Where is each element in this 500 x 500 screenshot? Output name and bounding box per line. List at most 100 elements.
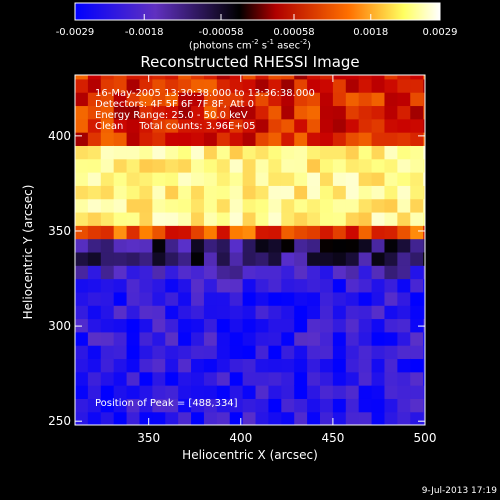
heatmap-cell — [191, 185, 205, 200]
heatmap-cell — [320, 291, 334, 306]
heatmap-cell — [307, 251, 321, 266]
heatmap-cell — [87, 132, 102, 146]
heatmap-cell — [268, 78, 282, 93]
heatmap-cell — [255, 105, 270, 120]
heatmap-cell — [139, 411, 153, 425]
heatmap-cell — [242, 411, 257, 425]
heatmap-cell — [268, 145, 282, 160]
heatmap-cell — [75, 345, 89, 360]
heatmap-cell — [345, 251, 360, 266]
heatmap-cell — [423, 251, 425, 266]
y-tick-label: 400 — [48, 129, 71, 143]
heatmap-cell — [126, 371, 141, 386]
heatmap-cell — [255, 385, 270, 399]
heatmap-cell — [139, 291, 153, 306]
heatmap-cell — [255, 411, 270, 425]
heatmap-cell — [410, 265, 424, 280]
heatmap-cell — [152, 305, 166, 320]
heatmap-cell — [397, 291, 411, 306]
heatmap-cell — [307, 78, 321, 93]
heatmap-cell — [75, 291, 89, 306]
heatmap-cell — [423, 331, 425, 346]
heatmap-cell — [152, 132, 166, 146]
heatmap-cell — [384, 358, 398, 373]
heatmap-cell — [152, 92, 166, 107]
heatmap-cell — [126, 118, 141, 133]
heatmap-cell — [203, 345, 218, 360]
heatmap-cell — [294, 398, 308, 413]
energy-annotation: Energy Range: 25.0 - 50.0 keV — [95, 110, 248, 121]
heatmap-cell — [281, 331, 295, 346]
heatmap-cell — [423, 78, 425, 93]
heatmap-cell — [268, 291, 282, 306]
heatmap-cell — [87, 211, 102, 226]
heatmap-cell — [75, 238, 89, 253]
heatmap-cell — [371, 75, 386, 80]
heatmap-cell — [320, 185, 334, 200]
heatmap-cell — [178, 172, 192, 186]
heatmap-cell — [397, 198, 411, 213]
heatmap-cell — [178, 411, 192, 425]
heatmap-cell — [113, 278, 128, 293]
heatmap-cell — [100, 265, 115, 280]
heatmap-cell — [242, 132, 257, 146]
heatmap-cell — [75, 385, 89, 399]
heatmap-cell — [410, 358, 424, 373]
heatmap-cell — [229, 411, 244, 425]
heatmap-cell — [87, 225, 102, 240]
heatmap-cell — [332, 145, 347, 160]
heatmap-cell — [203, 78, 218, 93]
heatmap-cell — [113, 105, 128, 120]
heatmap-cell — [281, 305, 295, 320]
heatmap-cell — [294, 225, 308, 240]
heatmap-cell — [242, 398, 257, 413]
heatmap-cell — [139, 305, 153, 320]
axis-ticks: 350 400 450 500 250 300 350 400 — [48, 75, 436, 445]
heatmap-cell — [281, 371, 295, 386]
heatmap-cell — [229, 225, 244, 240]
heatmap-cell — [139, 145, 153, 160]
heatmap-cell — [371, 211, 386, 226]
heatmap-cell — [281, 251, 295, 266]
heatmap-cell — [320, 105, 334, 120]
heatmap-cell — [294, 358, 308, 373]
heatmap-cell — [320, 172, 334, 186]
heatmap-cell — [268, 75, 282, 80]
heatmap-cell — [87, 118, 102, 133]
heatmap-cell — [423, 358, 425, 373]
heatmap-cell — [332, 385, 347, 399]
heatmap-cell — [384, 318, 398, 333]
heatmap-cell — [113, 225, 128, 240]
heatmap-cell — [152, 78, 166, 93]
heatmap-cell — [165, 318, 179, 333]
heatmap-cell — [139, 358, 153, 373]
heatmap-cell — [165, 238, 179, 253]
heatmap-cell — [307, 305, 321, 320]
y-tick-label: 250 — [48, 414, 71, 428]
heatmap-cell — [423, 172, 425, 186]
heatmap-cell — [100, 185, 115, 200]
heatmap-cell — [397, 105, 411, 120]
heatmap-cell — [307, 211, 321, 226]
heatmap-cell — [281, 198, 295, 213]
heatmap-cell — [216, 105, 231, 120]
heatmap-cell — [216, 305, 231, 320]
heatmap-cell — [397, 251, 411, 266]
heatmap-cell — [165, 305, 179, 320]
colorbar: -0.0029 -0.0018 -0.00058 0.00058 0.0018 0.002… — [56, 2, 458, 38]
heatmap-cell — [126, 358, 141, 373]
heatmap-cell — [410, 331, 424, 346]
heatmap-cell — [152, 238, 166, 253]
heatmap-cell — [384, 238, 398, 253]
heatmap-cell — [423, 265, 425, 280]
heatmap-cell — [358, 385, 373, 399]
heatmap-cell — [191, 105, 205, 120]
heatmap-cell — [294, 318, 308, 333]
heatmap-cell — [229, 172, 244, 186]
heatmap-cell — [410, 172, 424, 186]
clean-annotation: Clean Total counts: 3.96E+05 — [95, 121, 256, 132]
heatmap-cell — [345, 411, 360, 425]
heatmap-cell — [113, 211, 128, 226]
heatmap-cell — [255, 185, 270, 200]
x-tick-label: 400 — [229, 431, 252, 445]
